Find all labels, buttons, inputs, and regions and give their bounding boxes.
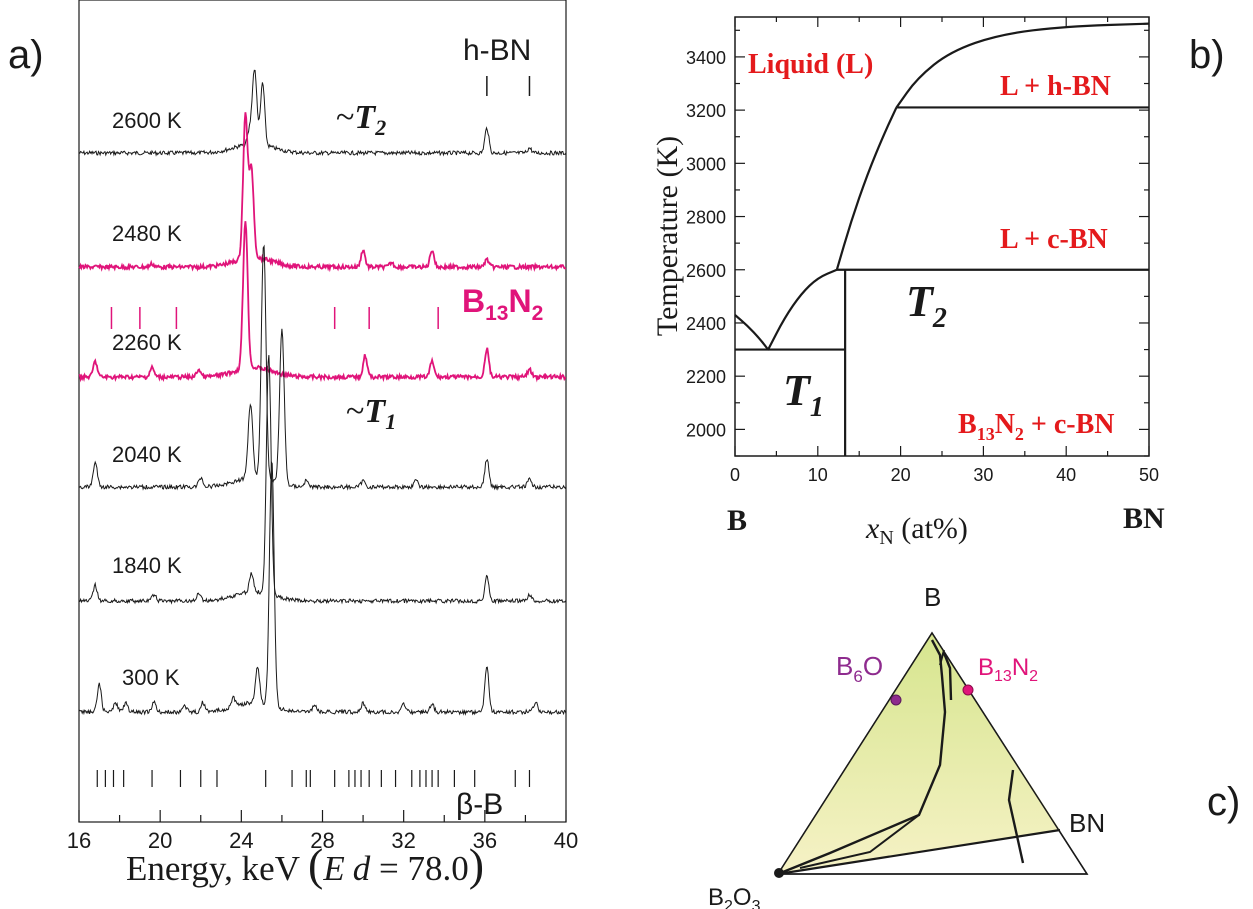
ternary-shaded-region bbox=[778, 633, 1060, 874]
xrd-x-tick-label: 32 bbox=[391, 828, 415, 853]
b2o3-marker bbox=[774, 868, 784, 878]
phase-boundary-liquidus-mid bbox=[767, 268, 838, 351]
ternary-boundary-2 bbox=[942, 652, 953, 701]
ternary-b13n2-label: B13N2 bbox=[978, 654, 1038, 685]
phase-boundary-liquidus-right bbox=[835, 106, 898, 271]
xrd-trace bbox=[78, 244, 567, 491]
ternary-boundary-4 bbox=[1007, 769, 1025, 864]
temperature-tick-label: 2000 bbox=[686, 420, 726, 440]
xn-axis-label: xN (at%) bbox=[865, 512, 968, 549]
xrd-x-axis: 16 20 24 28 32 36 40 bbox=[67, 810, 578, 853]
temperature-label: 2040 K bbox=[112, 442, 182, 467]
xn-tick-label: 30 bbox=[973, 465, 993, 485]
temperature-tick-label: 2600 bbox=[686, 261, 726, 281]
xrd-trace bbox=[78, 69, 567, 157]
xrd-x-tick-label: 36 bbox=[473, 828, 497, 853]
ternary-boundary-1 bbox=[777, 639, 947, 876]
temperature-tick-label: 2400 bbox=[686, 314, 726, 334]
ternary-b6o-label: B6O bbox=[836, 651, 883, 686]
region-l-cbn: L + c-BN bbox=[1000, 224, 1108, 255]
phase-diagram-axes: 2000 2200 2400 2600 2800 3000 3200 3400 0 10 20 30 4… bbox=[686, 17, 1159, 485]
panel-label-c: c) bbox=[1207, 780, 1240, 824]
ternary-bn-label: BN bbox=[1069, 808, 1105, 838]
xrd-x-tick-label: 28 bbox=[310, 828, 334, 853]
xrd-trace bbox=[78, 221, 566, 383]
beta-b-label: β-B bbox=[456, 788, 503, 821]
b13n2-marker bbox=[962, 684, 974, 696]
xrd-curves bbox=[78, 69, 567, 716]
temperature-tick-label: 2200 bbox=[686, 367, 726, 387]
xrd-spectra-plot: 16 20 24 28 32 36 40 2600 K 2480 K 2260 K 2040 K 1… bbox=[67, 0, 578, 853]
temperature-tick-label: 2800 bbox=[686, 208, 726, 228]
t2-approx-label: ~T2 bbox=[336, 99, 386, 140]
xn-tick-label: 10 bbox=[808, 465, 828, 485]
temperature-axis-label: Temperature (K) bbox=[651, 136, 684, 336]
end-label-bn: BN bbox=[1123, 502, 1165, 535]
xrd-trace bbox=[78, 355, 567, 605]
t2-region-label: T2 bbox=[906, 277, 947, 334]
t1-approx-label: ~T1 bbox=[346, 393, 396, 434]
phase-diagram: 2000 2200 2400 2600 2800 3000 3200 3400 0 10 20 30 4… bbox=[686, 16, 1159, 485]
xrd-x-tick-label: 16 bbox=[67, 828, 91, 853]
xn-tick-label: 50 bbox=[1139, 465, 1159, 485]
t1-region-label: T1 bbox=[783, 366, 824, 423]
xrd-x-axis-label: Energy, keV (E d = 78.0) bbox=[126, 839, 484, 890]
temperature-label: 2600 K bbox=[112, 108, 182, 133]
region-liquid: Liquid (L) bbox=[748, 49, 873, 80]
end-label-b: B bbox=[727, 504, 747, 537]
phase-boundaries bbox=[734, 22, 1150, 456]
tieline-b2o3-bn bbox=[777, 828, 1061, 876]
xrd-x-tick-label: 24 bbox=[229, 828, 253, 853]
phase-boundary-liquidus-top bbox=[895, 22, 1150, 109]
temperature-labels: 2600 K 2480 K 2260 K 2040 K 1840 K 300 K bbox=[112, 108, 182, 690]
ternary-b2o3-label: B2O3 bbox=[708, 884, 761, 909]
panel-label-b: b) bbox=[1189, 33, 1225, 77]
temperature-tick-label: 3200 bbox=[686, 101, 726, 121]
reflection-ticks bbox=[96, 76, 531, 787]
b6o-marker bbox=[890, 694, 902, 706]
ternary-edges bbox=[776, 631, 1089, 875]
ternary-diagram bbox=[774, 631, 1089, 878]
temperature-label: 2260 K bbox=[112, 330, 182, 355]
panel-label-a: a) bbox=[8, 33, 44, 77]
temperature-label: 300 K bbox=[122, 665, 180, 690]
region-l-hbn: L + h-BN bbox=[1000, 71, 1111, 102]
xrd-trace bbox=[78, 460, 567, 716]
xrd-x-tick-label: 20 bbox=[148, 828, 172, 853]
xrd-x-tick-label: 40 bbox=[554, 828, 578, 853]
xn-tick-label: 0 bbox=[730, 465, 740, 485]
ternary-boundary-5 bbox=[799, 814, 920, 869]
b13n2-label-a: B13N2 bbox=[462, 283, 543, 325]
temperature-label: 1840 K bbox=[112, 553, 182, 578]
ternary-apex-b: B bbox=[924, 582, 941, 612]
hbn-label: h-BN bbox=[463, 34, 531, 67]
ternary-boundary-3 bbox=[939, 649, 945, 666]
temperature-tick-label: 3400 bbox=[686, 48, 726, 68]
temperature-tick-label: 3000 bbox=[686, 154, 726, 174]
region-b13n2-cbn: B13N2 + c-BN bbox=[958, 409, 1115, 444]
xrd-trace bbox=[78, 112, 567, 273]
phase-boundary-liquidus-left bbox=[734, 314, 769, 351]
temperature-label: 2480 K bbox=[112, 221, 182, 246]
xn-tick-label: 20 bbox=[891, 465, 911, 485]
xn-tick-label: 40 bbox=[1056, 465, 1076, 485]
